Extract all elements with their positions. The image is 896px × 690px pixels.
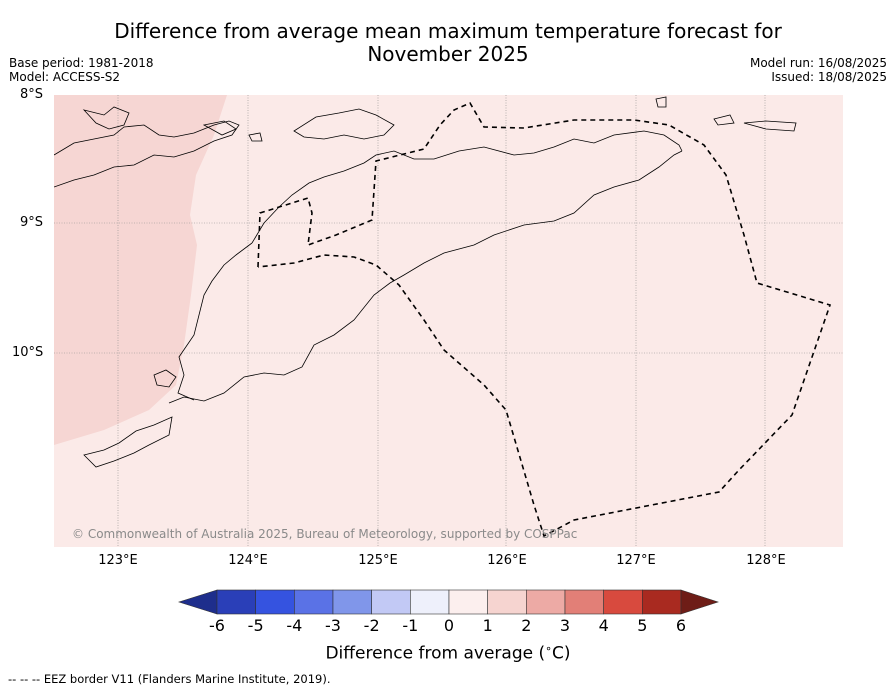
colorbar-label-text: Difference from average ( bbox=[325, 643, 546, 664]
colorbar-tick-label: -5 bbox=[247, 616, 264, 635]
colorbar-extend-high bbox=[680, 589, 719, 615]
issued-date: Issued: 18/08/2025 bbox=[771, 70, 887, 84]
colorbar-tick-label: 2 bbox=[521, 616, 532, 635]
small-islet-3 bbox=[743, 120, 797, 132]
model-name: Model: ACCESS-S2 bbox=[9, 70, 121, 84]
west-anomaly-region bbox=[54, 95, 227, 445]
colorbar-segment bbox=[526, 589, 566, 615]
colorbar-tick-label: 5 bbox=[637, 616, 648, 635]
colorbar-segment bbox=[294, 589, 334, 615]
colorbar-segment bbox=[410, 589, 450, 615]
colorbar-segment bbox=[487, 589, 527, 615]
eez-border bbox=[257, 101, 832, 538]
lon-label-128e: 128°E bbox=[746, 553, 786, 568]
copyright-text: © Commonwealth of Australia 2025, Bureau… bbox=[72, 527, 577, 541]
lat-label-8s: 8°S bbox=[20, 87, 44, 102]
colorbar-tick-label: 6 bbox=[675, 616, 687, 635]
colorbar-extend-low bbox=[178, 589, 218, 615]
colorbar-tick-label: -2 bbox=[363, 616, 380, 635]
colorbar-segment bbox=[564, 589, 604, 615]
colorbar-tick-label: 4 bbox=[598, 616, 609, 635]
lon-label-125e: 125°E bbox=[358, 553, 398, 568]
colorbar-segment bbox=[448, 589, 488, 615]
base-period: Base period: 1981-2018 bbox=[9, 56, 154, 70]
colorbar-tick-label: -1 bbox=[402, 616, 419, 635]
colorbar-tick-label: -3 bbox=[325, 616, 341, 635]
colorbar-segment bbox=[332, 589, 372, 615]
colorbar-tick-label: -4 bbox=[286, 616, 303, 635]
colorbar-svg bbox=[178, 589, 719, 615]
colorbar-tick-label: 1 bbox=[482, 616, 493, 635]
small-islet-1 bbox=[248, 132, 263, 142]
timor-south-coast bbox=[168, 150, 683, 404]
small-islet-2 bbox=[713, 114, 735, 126]
wetar-island bbox=[293, 108, 395, 140]
metadata-right: Model run: 16/08/2025 Issued: 18/08/2025 bbox=[750, 56, 887, 84]
colorbar-segment bbox=[216, 589, 256, 615]
colorbar bbox=[0, 588, 896, 616]
lon-label-123e: 123°E bbox=[98, 553, 138, 568]
footer-eez-note: -- -- -- EEZ border V11 (Flanders Marine… bbox=[8, 672, 331, 686]
graticule bbox=[54, 95, 843, 547]
metadata-left: Base period: 1981-2018 Model: ACCESS-S2 bbox=[9, 56, 154, 84]
timor-north-coast bbox=[251, 130, 683, 244]
colorbar-label: Difference from average (∘C) bbox=[325, 642, 571, 664]
lon-label-124e: 124°E bbox=[228, 553, 268, 568]
colorbar-segment bbox=[255, 589, 295, 615]
map-svg: © Commonwealth of Australia 2025, Bureau… bbox=[54, 95, 843, 547]
colorbar-tick-label: -6 bbox=[209, 616, 225, 635]
lon-label-127e: 127°E bbox=[616, 553, 656, 568]
lat-label-10s: 10°S bbox=[12, 345, 44, 360]
colorbar-segment bbox=[642, 589, 682, 615]
sumba-outline bbox=[82, 106, 130, 130]
rote-island bbox=[83, 416, 173, 468]
title-line-2: November 2025 bbox=[367, 42, 529, 66]
colorbar-tick-label: 0 bbox=[443, 616, 455, 635]
colorbar-tick-label: 3 bbox=[559, 616, 571, 635]
map-panel: © Commonwealth of Australia 2025, Bureau… bbox=[54, 95, 843, 547]
alor-island bbox=[202, 120, 237, 136]
title-line-1: Difference from average mean maximum tem… bbox=[114, 19, 782, 43]
colorbar-segment bbox=[603, 589, 643, 615]
semau-island bbox=[153, 369, 177, 388]
lon-label-126e: 126°E bbox=[487, 553, 527, 568]
colorbar-segment bbox=[371, 589, 411, 615]
model-run: Model run: 16/08/2025 bbox=[749, 56, 887, 70]
west-timor-coast bbox=[177, 242, 253, 401]
flores-island bbox=[54, 120, 240, 188]
chart-title: Difference from average mean maximum tem… bbox=[0, 20, 896, 66]
coastlines bbox=[54, 96, 797, 468]
lat-label-9s: 9°S bbox=[20, 215, 44, 230]
small-islet-4 bbox=[655, 96, 667, 108]
colorbar-label-unit: C) bbox=[552, 643, 571, 664]
